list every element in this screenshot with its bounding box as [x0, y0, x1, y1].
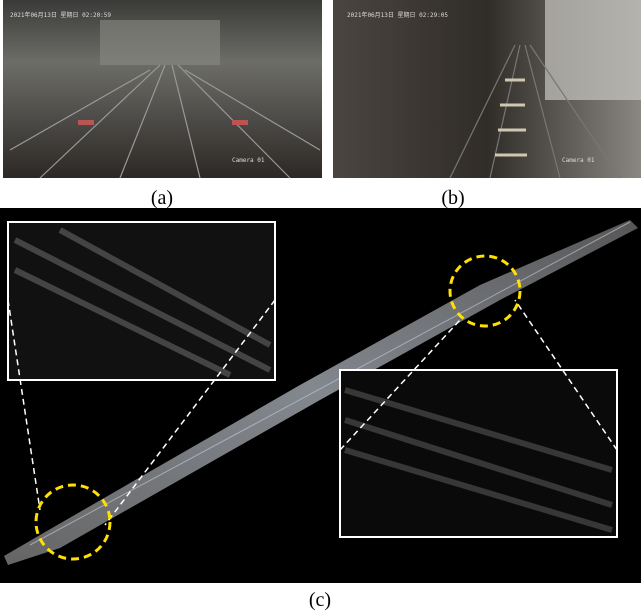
camera-label: Camera 01 [562, 157, 595, 164]
panel-label: (c) [309, 589, 331, 611]
figure: 2021年06月13日 星期日 02:20:59 Camera 01 (a) 2… [0, 0, 641, 616]
photo-a: 2021年06月13日 星期日 02:20:59 Camera 01 [3, 0, 322, 178]
camera-label: Camera 01 [232, 157, 265, 164]
point-cloud [0, 208, 641, 583]
panel-label: (a) [151, 187, 173, 209]
timestamp: 2021年06月13日 星期日 02:29:05 [347, 11, 448, 19]
photo-b: 2021年06月13日 星期日 02:29:05 Camera 01 [333, 0, 641, 178]
timestamp: 2021年06月13日 星期日 02:20:59 [10, 11, 111, 19]
panel-label: (b) [441, 187, 464, 209]
